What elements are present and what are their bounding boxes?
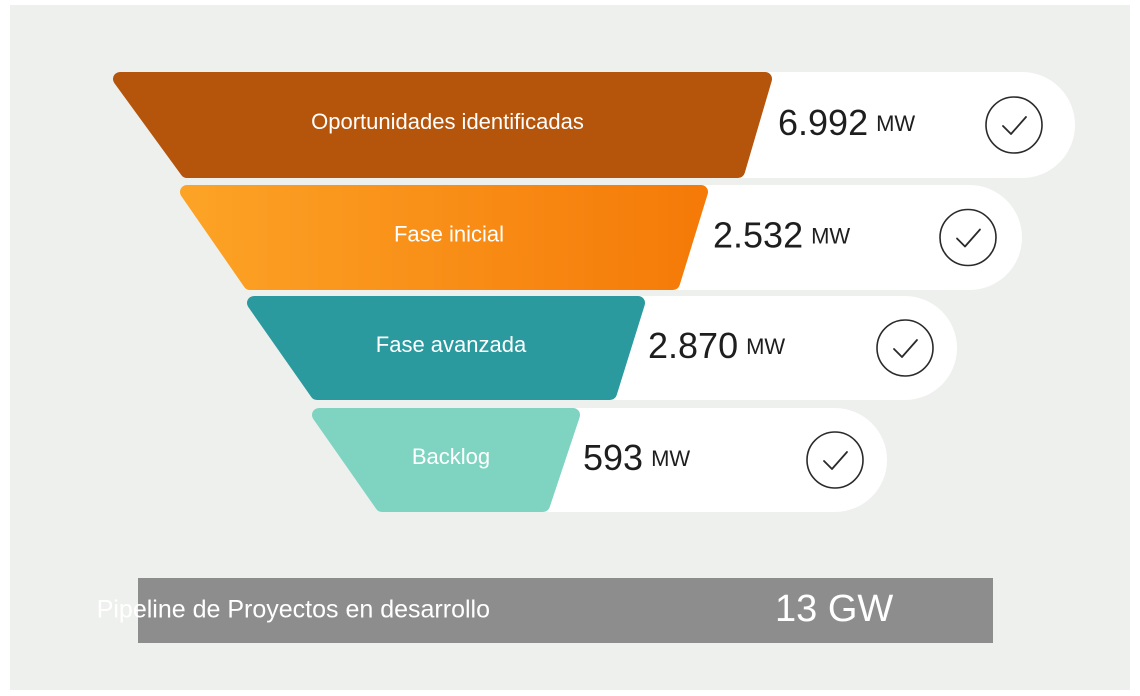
footer-value: 13 GW xyxy=(775,588,893,630)
check-mark xyxy=(823,451,848,470)
stage-label: Backlog xyxy=(412,444,490,469)
stage-value-unit: MW xyxy=(811,223,850,248)
check-circle xyxy=(876,319,934,377)
check-mark xyxy=(893,339,918,358)
check-circle xyxy=(939,208,997,267)
footer-label: Pipeline de Proyectos en desarrollo xyxy=(97,596,490,624)
stage-value-unit: MW xyxy=(651,446,690,471)
stage-value-unit: MW xyxy=(746,334,785,359)
funnel-stage xyxy=(113,72,772,178)
stage-value-number: 2.870 xyxy=(648,325,738,366)
stage-value: 2.870 MW xyxy=(648,325,785,366)
value-pill xyxy=(640,185,1022,290)
stages: Oportunidades identificadas 6.992 MW Fase i… xyxy=(113,72,1075,512)
value-pill xyxy=(705,72,1075,178)
check-mark xyxy=(1002,116,1027,135)
value-pill xyxy=(577,296,957,400)
value-pill xyxy=(510,408,887,512)
stage-value: 593 MW xyxy=(583,437,690,478)
stage-value: 2.532 MW xyxy=(713,214,850,255)
stage-value-unit: MW xyxy=(876,111,915,136)
stage-label: Oportunidades identificadas xyxy=(311,109,584,134)
check-mark xyxy=(956,228,981,248)
stage-label: Fase inicial xyxy=(394,221,504,246)
footer-bar xyxy=(138,578,993,643)
check-circle xyxy=(806,431,864,489)
funnel-stage xyxy=(312,408,580,512)
check-circle xyxy=(985,96,1043,154)
stage-value-number: 6.992 xyxy=(778,102,868,143)
stage-value-number: 593 xyxy=(583,437,643,478)
stage-value-number: 2.532 xyxy=(713,214,803,255)
funnel-stage xyxy=(247,296,645,400)
funnel-stage xyxy=(180,185,708,290)
stage-label: Fase avanzada xyxy=(376,332,527,357)
stage-value: 6.992 MW xyxy=(778,102,915,143)
